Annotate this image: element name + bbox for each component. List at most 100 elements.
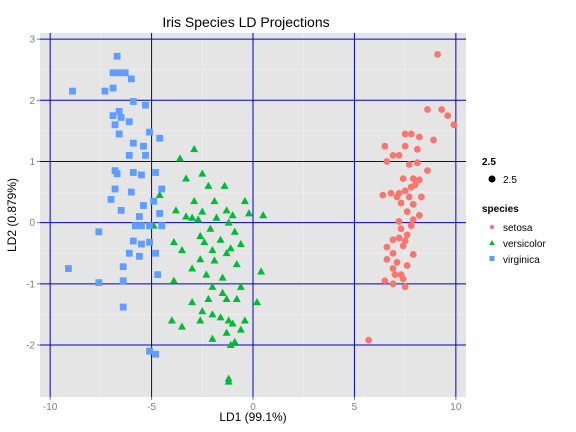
versicolor-point <box>178 245 186 254</box>
setosa-point <box>401 142 409 150</box>
versicolor-point <box>224 316 233 324</box>
versicolor-point <box>257 267 266 275</box>
legend-size-key <box>488 175 496 183</box>
setosa-point <box>407 222 415 230</box>
versicolor-point <box>216 313 225 321</box>
setosa-point <box>399 242 407 250</box>
virginica-point <box>95 279 103 286</box>
legend: 2.5 2.5 species setosa versicolor virgin… <box>482 157 546 266</box>
setosa-point <box>417 193 425 201</box>
virginica-point <box>65 265 72 272</box>
virginica-point <box>109 69 117 77</box>
setosa-point <box>409 251 417 258</box>
setosa-point <box>411 181 419 189</box>
virginica-point <box>117 207 125 214</box>
virginica-point <box>69 87 76 95</box>
versicolor-point <box>232 294 241 303</box>
legend-virginica-key <box>489 256 495 261</box>
versicolor-point <box>200 238 209 246</box>
versicolor-point <box>228 319 237 327</box>
versicolor-point <box>240 197 249 205</box>
chart-title: Iris Species LD Projections <box>162 14 329 30</box>
versicolor-point <box>230 337 239 345</box>
versicolor-point <box>244 209 253 217</box>
versicolor-point <box>198 169 207 177</box>
virginica-point <box>146 222 153 230</box>
virginica-point <box>119 263 127 271</box>
virginica-point <box>154 271 162 279</box>
versicolor-point <box>230 227 239 235</box>
virginica-point <box>152 350 160 358</box>
setosa-point <box>438 106 446 113</box>
virginica-point <box>129 139 137 147</box>
setosa-point <box>389 151 397 159</box>
versicolor-point <box>236 282 245 290</box>
legend-versicolor-key <box>489 240 495 245</box>
y-axis-ticks: -2 -1 0 1 2 3 <box>26 35 40 352</box>
versicolor-point <box>190 197 199 205</box>
virginica-point <box>131 222 139 230</box>
virginica-point <box>156 134 164 142</box>
virginica-point <box>115 69 123 77</box>
setosa-point <box>415 176 423 184</box>
virginica-point <box>140 142 147 150</box>
legend-setosa-key <box>489 224 495 230</box>
setosa-point <box>389 236 397 244</box>
setosa-point <box>403 208 411 216</box>
setosa-point <box>399 175 407 183</box>
versicolor-point <box>182 174 191 182</box>
setosa-point <box>409 175 417 183</box>
legend-species-title: species <box>482 204 519 215</box>
virginica-point <box>127 188 135 196</box>
versicolor-point <box>236 239 245 247</box>
versicolor-point <box>167 316 176 324</box>
versicolor-point <box>222 294 231 303</box>
setosa-point <box>381 142 389 150</box>
data-points <box>65 51 458 385</box>
setosa-point <box>413 145 421 153</box>
versicolor-point <box>236 325 245 333</box>
setosa-point <box>389 280 397 288</box>
versicolor-point <box>178 322 186 330</box>
major-gridlines <box>40 33 466 397</box>
versicolor-point <box>171 206 180 214</box>
setosa-point <box>379 191 387 199</box>
setosa-point <box>430 136 437 144</box>
setosa-point <box>407 130 415 138</box>
versicolor-point <box>226 340 235 348</box>
series-versicolor <box>149 145 268 385</box>
versicolor-point <box>224 377 233 385</box>
setosa-point <box>415 133 423 141</box>
virginica-point <box>119 277 127 285</box>
y-tick-label: 1 <box>29 157 35 168</box>
virginica-point <box>158 185 166 193</box>
versicolor-point <box>206 224 215 232</box>
virginica-point <box>146 347 153 355</box>
setosa-point <box>434 51 441 58</box>
versicolor-point <box>208 310 217 318</box>
y-tick-label: 2 <box>29 96 35 107</box>
setosa-point <box>399 275 407 283</box>
versicolor-point <box>232 260 241 268</box>
virginica-point <box>158 222 166 230</box>
setosa-point <box>395 234 403 242</box>
virginica-point <box>115 107 123 115</box>
virginica-point <box>129 237 137 245</box>
setosa-point <box>383 243 391 251</box>
y-axis-title: LD2 (0.879%) <box>5 178 19 252</box>
versicolor-point <box>218 273 227 281</box>
setosa-point <box>397 225 405 233</box>
setosa-point <box>395 218 403 225</box>
virginica-point <box>138 171 145 179</box>
y-tick-label: -1 <box>26 279 35 290</box>
setosa-point <box>405 193 413 201</box>
versicolor-point <box>210 256 219 264</box>
versicolor-point <box>208 282 217 290</box>
versicolor-point <box>224 218 233 226</box>
virginica-point <box>152 169 160 176</box>
versicolor-point <box>222 206 231 214</box>
setosa-point <box>424 167 431 175</box>
legend-size-title: 2.5 <box>482 157 496 168</box>
virginica-point <box>95 228 103 236</box>
